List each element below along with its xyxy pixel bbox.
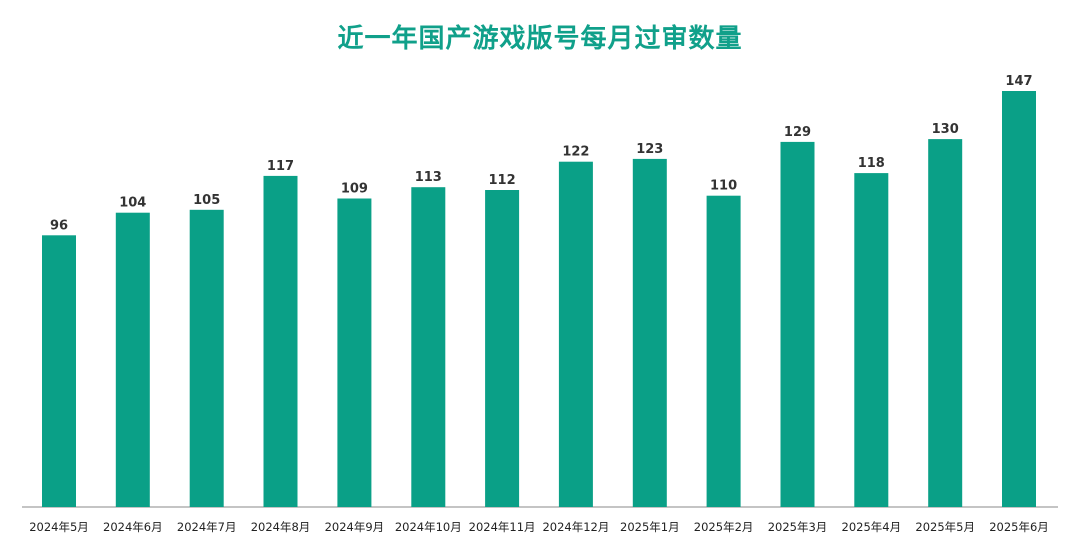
x-tick-label: 2025年1月 xyxy=(620,520,680,534)
bar xyxy=(42,235,76,508)
data-label: 113 xyxy=(415,170,442,185)
bar xyxy=(706,195,741,507)
bar xyxy=(263,175,298,507)
bar xyxy=(1002,91,1036,507)
data-label: 112 xyxy=(489,173,516,188)
data-label: 118 xyxy=(858,156,885,171)
data-label: 104 xyxy=(119,196,146,211)
data-label: 130 xyxy=(932,122,959,137)
data-label: 117 xyxy=(267,159,294,174)
data-label: 129 xyxy=(784,125,811,140)
data-label: 110 xyxy=(710,179,737,194)
x-tick-label: 2025年5月 xyxy=(915,520,975,534)
x-tick-label: 2025年2月 xyxy=(694,520,754,534)
x-tick-label: 2025年4月 xyxy=(842,520,902,534)
bar xyxy=(189,209,224,508)
x-tick-label: 2024年8月 xyxy=(251,520,311,534)
chart-title: 近一年国产游戏版号每月过审数量 xyxy=(337,24,743,54)
bar xyxy=(854,173,889,507)
x-tick-label: 2024年9月 xyxy=(325,520,385,534)
data-label: 109 xyxy=(341,182,368,197)
data-label: 105 xyxy=(193,193,220,208)
data-label: 147 xyxy=(1005,74,1032,89)
x-tick-label: 2024年12月 xyxy=(542,520,609,534)
x-tick-label: 2024年11月 xyxy=(469,520,536,534)
bar xyxy=(115,212,150,507)
data-label: 96 xyxy=(50,218,68,233)
bar xyxy=(928,139,963,507)
x-tick-label: 2024年5月 xyxy=(29,520,89,534)
bar xyxy=(485,190,520,507)
x-tick-label: 2024年10月 xyxy=(395,520,462,534)
data-label: 122 xyxy=(562,145,589,160)
x-tick-label: 2025年3月 xyxy=(768,520,828,534)
bar xyxy=(632,158,667,507)
x-tick-label: 2024年7月 xyxy=(177,520,237,534)
bar xyxy=(411,187,446,507)
x-tick-label: 2024年6月 xyxy=(103,520,163,534)
bar xyxy=(780,141,815,507)
bar xyxy=(337,198,372,507)
bar xyxy=(558,161,593,507)
data-label: 123 xyxy=(636,142,663,157)
x-tick-label: 2025年6月 xyxy=(989,520,1049,534)
